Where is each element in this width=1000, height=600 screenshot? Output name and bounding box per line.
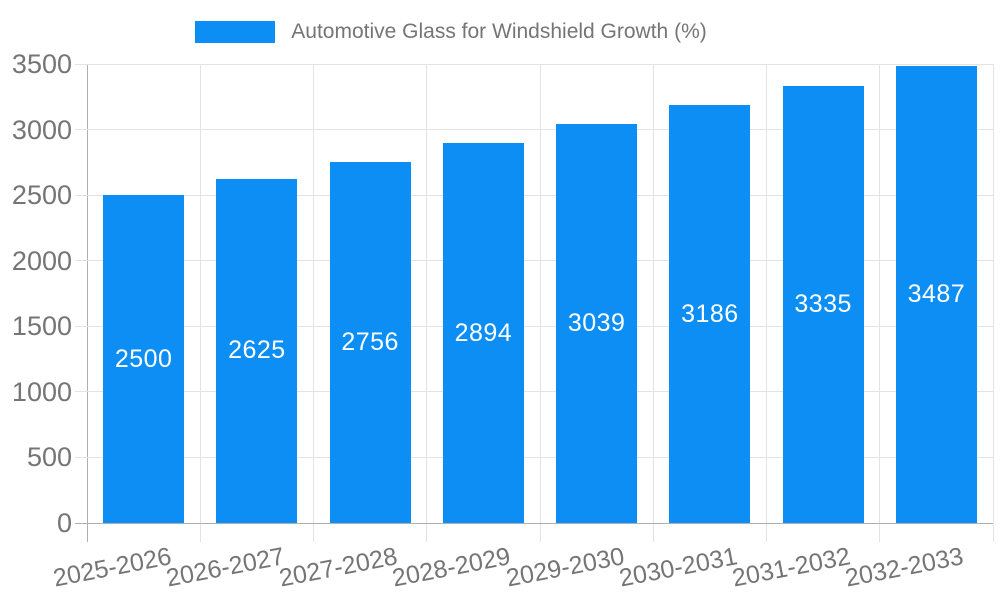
gridline (75, 456, 993, 458)
x-gridline (879, 64, 881, 542)
bar: 2894 (442, 143, 524, 523)
bar-value-label: 2756 (341, 327, 399, 356)
x-axis-line (75, 522, 993, 524)
x-gridline (539, 64, 541, 542)
x-gridline (652, 64, 654, 542)
bar: 2625 (216, 178, 298, 523)
gridline (75, 129, 993, 131)
bar-value-label: 3487 (907, 279, 966, 308)
gridline (75, 63, 993, 65)
legend-label: Automotive Glass for Windshield Growth (… (291, 20, 707, 43)
y-tick-label: 3500 (11, 49, 72, 79)
bar-value-label: 2894 (454, 318, 513, 347)
legend: Automotive Glass for Windshield Growth (… (0, 20, 902, 44)
bar-value-label: 2625 (228, 336, 286, 365)
y-tick-label: 1000 (11, 376, 72, 407)
bar: 3039 (556, 124, 638, 523)
y-axis-line (86, 64, 88, 542)
gridline (75, 325, 993, 327)
x-gridline (766, 64, 767, 542)
legend-swatch (195, 21, 276, 43)
y-tick-label: 2000 (11, 245, 72, 276)
y-tick-label: 500 (26, 442, 72, 473)
x-gridline (199, 64, 201, 542)
y-tick-label: 3000 (11, 114, 72, 145)
bar: 2500 (103, 195, 185, 523)
y-tick-label: 2500 (11, 180, 72, 211)
bar: 2756 (329, 161, 411, 523)
bar: 3487 (895, 65, 977, 523)
gridline (75, 194, 993, 196)
bar-value-label: 3039 (567, 309, 626, 338)
bar: 3186 (669, 105, 751, 523)
bar-value-label: 3335 (794, 289, 852, 318)
gridline (75, 260, 993, 262)
bar-value-label: 3186 (681, 299, 739, 328)
gridline (75, 391, 993, 393)
x-gridline (426, 64, 428, 542)
bar: 3335 (782, 85, 864, 523)
y-tick-label: 0 (56, 508, 72, 538)
y-tick-label: 1500 (11, 311, 72, 342)
x-gridline (313, 64, 314, 542)
bar-value-label: 2500 (114, 344, 173, 373)
x-gridline (992, 64, 994, 542)
